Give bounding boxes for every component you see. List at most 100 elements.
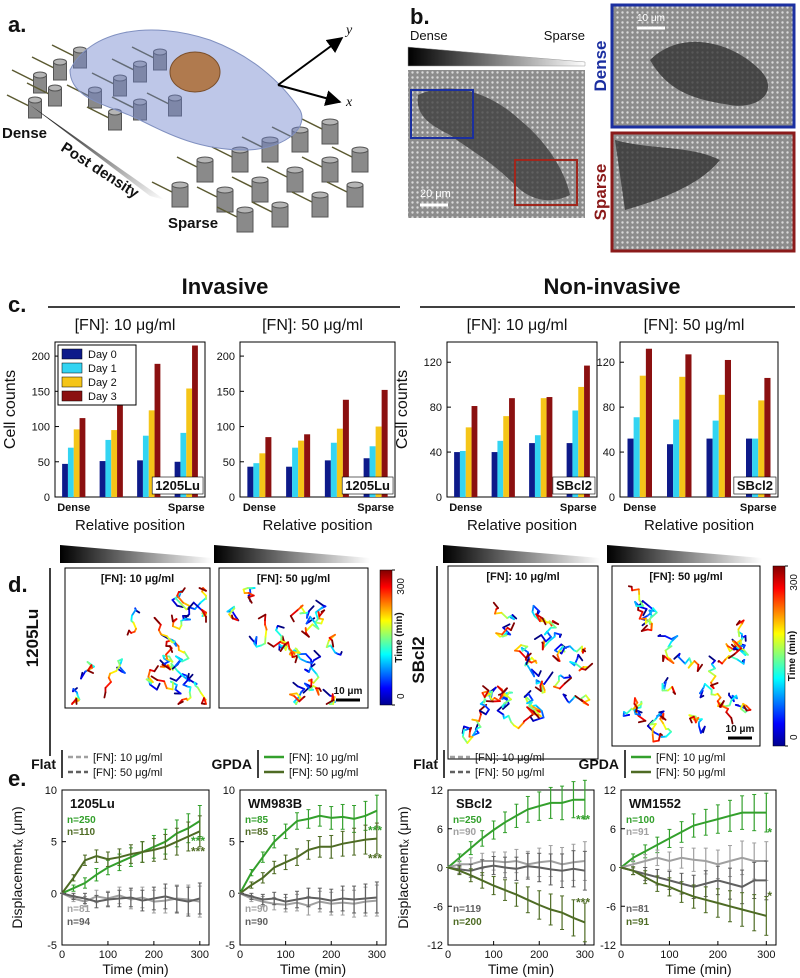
cell-track <box>659 732 663 736</box>
cell-track <box>540 710 545 719</box>
cell-track <box>104 681 112 689</box>
cell-track <box>584 694 591 701</box>
cell-track <box>308 684 315 692</box>
y-tick-label: 40 <box>430 447 442 459</box>
pillar-top <box>48 84 62 92</box>
x-tick-label: 300 <box>368 949 386 961</box>
legend-label: [FN]: 50 μg/ml <box>656 767 725 779</box>
cell-track <box>196 686 202 694</box>
y-tick-label: 50 <box>223 457 235 469</box>
cell-track <box>742 649 749 656</box>
cell-track <box>698 724 702 734</box>
n-label: n=81 <box>626 904 650 915</box>
legend-swatch <box>61 348 83 360</box>
cell-track <box>156 679 166 683</box>
cell-track <box>157 623 162 631</box>
cell-track <box>264 628 268 638</box>
annotation-box <box>552 476 596 495</box>
legend-title: Flat <box>413 756 438 772</box>
pillar-top <box>133 60 147 68</box>
panel-label: a. <box>8 12 26 37</box>
axis-y-label: y <box>344 23 353 38</box>
cell-track <box>563 676 572 679</box>
bar <box>324 460 331 497</box>
cell-track <box>728 653 736 659</box>
cell-track <box>131 609 137 617</box>
pillar-top <box>321 118 339 126</box>
y-tick-label: 6 <box>610 824 616 836</box>
cell-track <box>188 673 194 680</box>
bar <box>540 398 547 497</box>
n-label: n=200 <box>453 917 482 928</box>
cell-track <box>314 606 324 614</box>
cell-track <box>322 688 331 697</box>
cell-track <box>313 649 322 658</box>
cell-track <box>582 648 587 653</box>
x-tick-label: 200 <box>709 949 727 961</box>
legend-label: Day 1 <box>88 363 117 375</box>
annotation-box <box>341 476 394 495</box>
cell-track <box>171 598 179 607</box>
cell-track <box>657 732 662 742</box>
cell-track <box>525 657 530 665</box>
y-tick-label: -5 <box>225 940 235 952</box>
pillar-top <box>311 191 329 199</box>
series-line <box>239 809 378 894</box>
cell-track <box>231 614 234 620</box>
bar <box>105 439 112 497</box>
y-tick-label: -5 <box>47 940 57 952</box>
cell-track <box>292 681 299 688</box>
cell-track <box>329 644 336 654</box>
legend-label: [FN]: 10 μg/ml <box>656 752 725 764</box>
cell-track <box>502 702 510 710</box>
n-label: n=85 <box>245 827 269 838</box>
cell-track <box>176 604 185 609</box>
cell-track <box>633 697 636 705</box>
cell-track <box>472 727 479 737</box>
cell-track <box>296 604 304 612</box>
cell-track <box>652 607 658 614</box>
axis-arrow <box>277 84 342 106</box>
cell-track <box>169 677 178 682</box>
pillar-top <box>153 48 167 56</box>
bar <box>342 399 349 497</box>
plot-frame <box>239 789 387 946</box>
series-line <box>620 856 767 869</box>
track-panel <box>64 567 211 709</box>
bar <box>111 430 118 497</box>
cell-track <box>677 655 687 665</box>
cell-track <box>548 671 554 679</box>
legend-label: [FN]: 10 μg/ml <box>289 752 358 764</box>
cell-track <box>641 600 651 608</box>
chart-annotation: SBcl2 <box>556 478 592 493</box>
cell-track <box>264 635 267 645</box>
panel-label: c. <box>8 292 26 317</box>
legend-label: Day 0 <box>88 349 117 361</box>
cell-track <box>730 694 738 702</box>
cell-track <box>552 655 560 662</box>
cell-track <box>739 707 747 714</box>
x-tick-label: 300 <box>576 949 594 961</box>
cell-track <box>247 596 253 604</box>
significance: * <box>767 889 772 903</box>
series-line <box>239 892 377 903</box>
cell-track <box>717 660 720 663</box>
cell-track <box>527 692 534 702</box>
bar <box>712 420 719 497</box>
cell-track <box>635 706 638 713</box>
cell-track <box>187 601 195 610</box>
n-label: n=91 <box>626 917 650 928</box>
cell-track <box>541 682 546 691</box>
n-label: n=100 <box>626 815 655 826</box>
bar <box>336 428 343 497</box>
y-tick-label: -6 <box>606 901 616 913</box>
legend-title: GPDA <box>212 756 252 772</box>
chart-title: WM1552 <box>629 796 681 811</box>
group-heading: Non-invasive <box>544 274 681 299</box>
legend-label: Day 3 <box>88 391 117 403</box>
significance: * <box>767 826 772 840</box>
x-tick-label: 300 <box>757 949 775 961</box>
cell-track <box>288 647 296 655</box>
cell-track <box>247 594 255 599</box>
pillar-top <box>321 156 339 164</box>
